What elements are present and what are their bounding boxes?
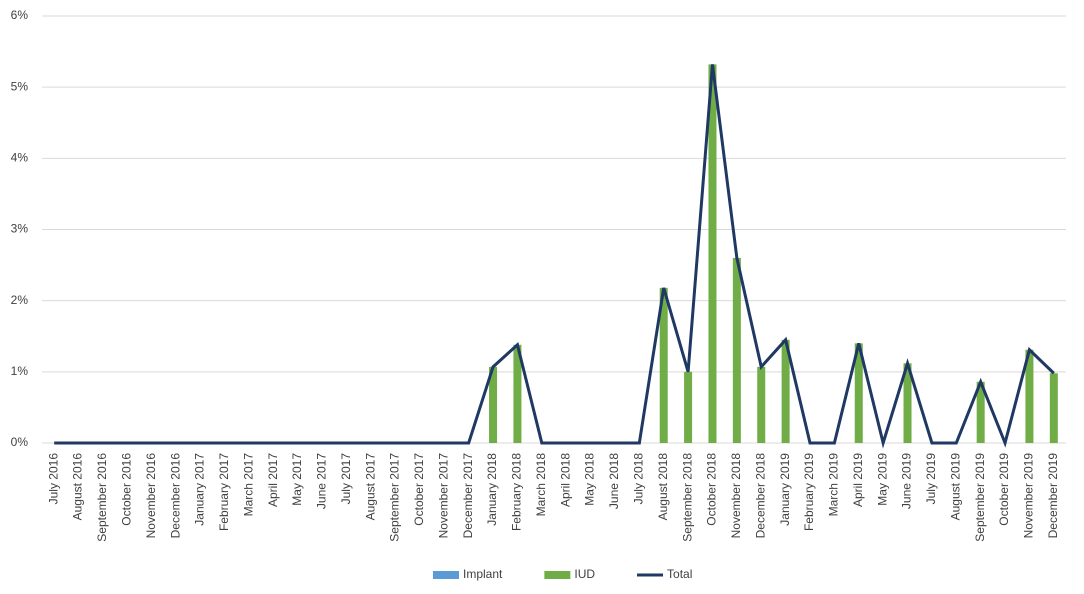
bar — [659, 287, 668, 443]
legend-swatch — [544, 571, 571, 579]
y-tick-label: 3% — [11, 222, 29, 236]
bar — [684, 371, 693, 443]
x-tick-label: September 2017 — [388, 453, 402, 542]
x-tick-label: August 2019 — [948, 453, 962, 521]
x-tick-label: June 2019 — [900, 453, 914, 509]
legend-label: IUD — [574, 567, 595, 581]
x-tick-label: January 2019 — [778, 453, 792, 526]
x-tick-label: May 2017 — [290, 453, 304, 506]
bar — [708, 64, 717, 443]
x-tick-label: July 2018 — [632, 453, 646, 505]
x-tick-label: November 2018 — [729, 453, 743, 539]
y-tick-label: 4% — [11, 151, 29, 165]
x-tick-label: January 2017 — [193, 453, 207, 526]
bar — [1025, 349, 1034, 443]
x-tick-label: December 2016 — [168, 453, 182, 539]
x-tick-label: August 2016 — [71, 453, 85, 521]
x-tick-label: December 2017 — [461, 453, 475, 539]
bar — [1049, 373, 1058, 443]
bar — [489, 366, 498, 443]
x-tick-label: August 2017 — [363, 453, 377, 521]
x-tick-label: February 2017 — [217, 453, 231, 531]
x-tick-label: February 2018 — [510, 453, 524, 531]
x-tick-label: December 2019 — [1046, 453, 1060, 539]
line — [54, 64, 1055, 449]
y-tick-label: 2% — [11, 293, 29, 307]
bar — [513, 344, 522, 443]
x-tick-label: August 2018 — [656, 453, 670, 521]
bar — [732, 257, 741, 443]
x-tick-label: September 2016 — [95, 453, 109, 542]
x-tick-label: April 2019 — [851, 453, 865, 507]
x-tick-label: November 2016 — [144, 453, 158, 539]
x-tick-label: July 2017 — [339, 453, 353, 505]
x-tick-label: June 2018 — [607, 453, 621, 509]
x-tick-label: March 2019 — [827, 453, 841, 517]
x-tick-label: May 2019 — [875, 453, 889, 506]
x-tick-label: July 2019 — [924, 453, 938, 505]
bar — [903, 363, 912, 443]
x-tick-label: February 2019 — [802, 453, 816, 531]
x-tick-label: January 2018 — [485, 453, 499, 526]
x-tick-label: July 2016 — [46, 453, 60, 505]
legend-label: Total — [667, 567, 692, 581]
x-tick-label: October 2018 — [705, 453, 719, 526]
y-tick-label: 1% — [11, 364, 29, 378]
x-tick-label: May 2018 — [583, 453, 597, 506]
x-tick-label: September 2019 — [973, 453, 987, 542]
bar — [976, 381, 985, 443]
x-tick-label: June 2017 — [315, 453, 329, 509]
y-tick-label: 6% — [11, 8, 29, 22]
x-tick-label: April 2018 — [558, 453, 572, 507]
x-tick-label: September 2018 — [680, 453, 694, 542]
legend-swatch — [433, 571, 459, 579]
legend-label: Implant — [463, 567, 503, 581]
x-tick-label: October 2016 — [120, 453, 134, 526]
y-tick-label: 5% — [11, 79, 29, 93]
x-tick-label: November 2019 — [1022, 453, 1036, 539]
x-tick-label: April 2017 — [266, 453, 280, 507]
x-tick-label: October 2017 — [412, 453, 426, 526]
x-tick-label: March 2018 — [534, 453, 548, 517]
bar — [781, 339, 790, 443]
x-tick-label: March 2017 — [241, 453, 255, 517]
x-tick-label: October 2019 — [997, 453, 1011, 526]
bar — [854, 343, 863, 443]
x-tick-label: November 2017 — [436, 453, 450, 539]
y-tick-label: 0% — [11, 435, 29, 449]
bar — [757, 366, 766, 443]
x-tick-label: December 2018 — [753, 453, 767, 539]
